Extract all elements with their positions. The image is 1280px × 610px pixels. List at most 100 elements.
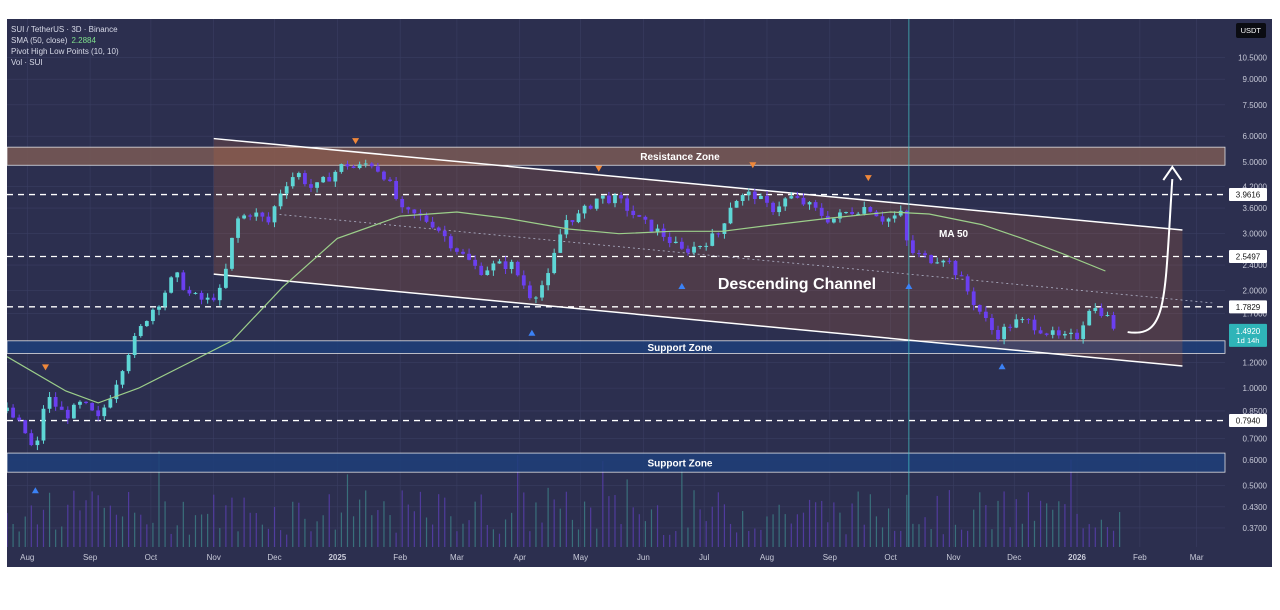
volume-bar [1112, 530, 1115, 547]
volume-bar [827, 522, 829, 547]
volume-bar [1064, 504, 1066, 547]
volume-bar [73, 490, 75, 547]
candle-body [728, 207, 733, 224]
candle-body [631, 210, 636, 216]
y-axis-tick-label: 5.0000 [1243, 158, 1268, 167]
sma-indicator-legend[interactable]: SMA (50, close) 2.2884 [11, 35, 119, 46]
volume-bar [255, 513, 257, 547]
x-axis-tick-label: Aug [760, 553, 774, 562]
volume-bar [845, 534, 847, 547]
candle-body [831, 218, 836, 223]
candle-body [959, 275, 964, 277]
candle-body [850, 212, 855, 214]
x-axis-tick-label: Aug [20, 553, 34, 562]
volume-bar [851, 503, 853, 547]
volume-bar [334, 529, 336, 547]
candle-body [248, 215, 253, 217]
candle-body [527, 285, 532, 299]
candle-body [181, 272, 186, 290]
volume-bar [194, 515, 197, 547]
x-axis-tick-label: Dec [267, 553, 281, 562]
volume-bar [936, 495, 938, 547]
candle-body [844, 212, 848, 214]
channel-label: Descending Channel [718, 276, 876, 293]
volume-bar [79, 510, 81, 547]
candle-body [1069, 332, 1073, 334]
volume-bar [778, 504, 780, 547]
candle-body [698, 246, 703, 248]
candle-body [7, 407, 9, 411]
candle-body [898, 210, 903, 216]
volume-bar [997, 500, 999, 547]
candle-body [199, 292, 204, 300]
volume-bar [535, 502, 537, 547]
level-badge-text: 0.7940 [1236, 417, 1261, 426]
candle-body [436, 227, 441, 231]
volume-bar [18, 531, 20, 547]
candle-body [114, 384, 119, 400]
pivot-high-marker [864, 175, 872, 182]
volume-bar [887, 508, 890, 547]
volume-bar [1088, 524, 1090, 547]
price-chart[interactable]: Resistance Zone Support Zone Support Zone D… [7, 19, 1272, 567]
volume-bar [547, 487, 549, 547]
candle-body [11, 407, 15, 418]
candle-body [84, 401, 88, 404]
volume-bar [650, 509, 653, 547]
x-axis-tick-label: May [573, 553, 588, 562]
candle-body [868, 207, 873, 212]
candle-body [144, 321, 149, 327]
candle-body [17, 417, 22, 421]
x-axis-tick-label: Dec [1007, 553, 1021, 562]
candle-body [205, 297, 210, 300]
candle-body [236, 218, 240, 238]
symbol-title[interactable]: SUI / TetherUS · 3D · Binance [11, 25, 118, 34]
x-axis-tick-label: Nov [946, 553, 960, 562]
volume-bar [894, 530, 896, 547]
volume-bar [371, 515, 373, 547]
currency-button[interactable]: USDT [1235, 23, 1266, 38]
candle-body [923, 253, 927, 256]
volume-bar [511, 512, 513, 547]
candle-body [838, 212, 842, 219]
candle-body [929, 255, 934, 264]
level-badge [1229, 250, 1267, 264]
volume-bar [407, 504, 409, 547]
candle-body [686, 248, 690, 253]
volume-bar [553, 499, 555, 547]
volume-bar [967, 530, 969, 547]
y-axis-tick-label: 0.7000 [1243, 434, 1268, 443]
candle-body [272, 206, 277, 223]
volume-bar [912, 523, 914, 547]
candle-body [661, 228, 666, 237]
sma-value: 2.2884 [71, 36, 96, 45]
candle-body [126, 355, 131, 372]
x-axis-tick-label: Feb [393, 553, 407, 562]
last-price-badge [1229, 323, 1267, 347]
pivot-low-marker [998, 363, 1006, 370]
volume-bar [699, 509, 701, 547]
volume-indicator-legend[interactable]: Vol · SUI [11, 58, 43, 67]
candle-body [412, 209, 417, 214]
candle-body [1002, 326, 1006, 340]
volume-bar [1094, 527, 1096, 547]
pivot-low-marker [678, 283, 686, 290]
y-axis-tick-label: 0.4300 [1243, 503, 1268, 512]
candle-body [455, 248, 459, 252]
volume-bar [249, 512, 251, 547]
volume-bar [590, 507, 592, 547]
volume-bar [1009, 527, 1011, 547]
chart-panel[interactable]: Resistance Zone Support Zone Support Zone D… [7, 19, 1272, 567]
candle-body [1081, 325, 1086, 339]
volume-bar [438, 494, 440, 547]
pivot-indicator-legend[interactable]: Pivot High Low Points (10, 10) [11, 47, 119, 56]
volume-bar [942, 534, 944, 547]
x-axis-tick-label: 2026 [1068, 553, 1086, 562]
volume-bar [948, 490, 950, 547]
volume-bar [565, 491, 567, 547]
volume-bar [766, 516, 768, 547]
volume-bar [772, 514, 774, 547]
candle-body [193, 292, 198, 294]
volume-bar [346, 474, 349, 547]
y-axis-tick-label: 9.0000 [1243, 75, 1268, 84]
